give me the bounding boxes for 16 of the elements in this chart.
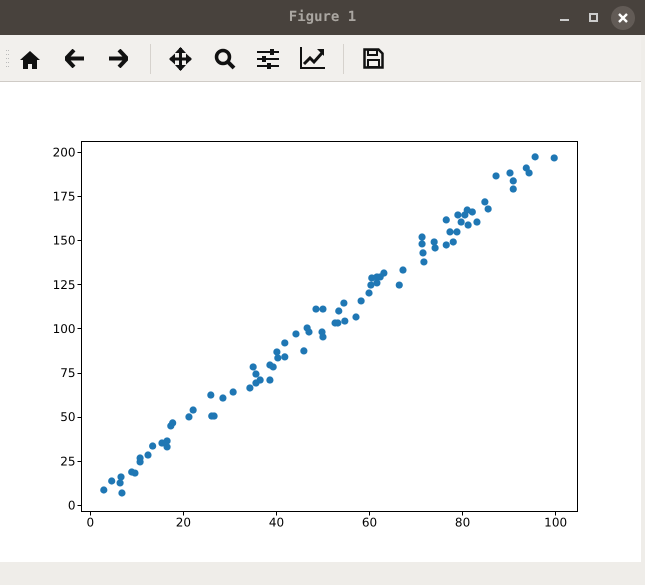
y-tick-label: 50	[60, 410, 76, 424]
y-tick-label: 150	[52, 234, 76, 248]
x-tick-label: 60	[362, 516, 378, 530]
x-tick-label: 40	[268, 516, 284, 530]
x-tick-label: 0	[86, 516, 94, 530]
chart-title: Figure 1	[288, 9, 358, 25]
y-tick-label: 0	[68, 498, 76, 512]
y-tick-label: 175	[52, 190, 76, 204]
x-tick-label: 100	[544, 516, 568, 530]
y-tick-label: 100	[52, 322, 76, 336]
y-tick-label: 25	[60, 454, 76, 468]
x-tick-label: 80	[454, 516, 470, 530]
y-tick-label: 125	[52, 278, 76, 292]
y-tick-label: 200	[52, 145, 76, 160]
x-tick-label: 20	[176, 516, 192, 530]
y-tick-label: 75	[60, 366, 76, 380]
